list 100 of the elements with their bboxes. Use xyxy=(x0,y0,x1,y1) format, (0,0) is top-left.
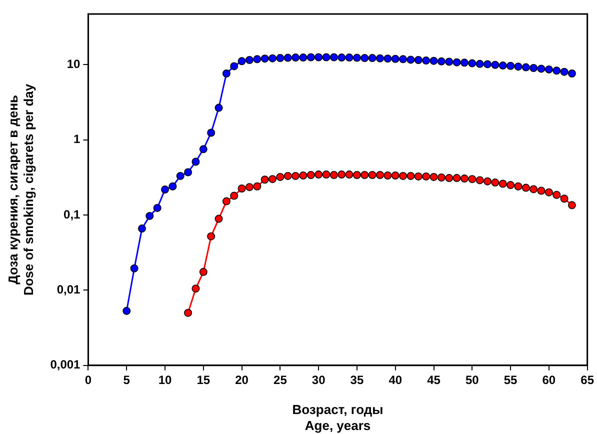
point xyxy=(184,308,192,317)
point xyxy=(506,181,515,190)
point xyxy=(484,177,492,186)
point xyxy=(199,268,208,276)
point xyxy=(138,224,146,233)
point xyxy=(522,184,530,192)
point xyxy=(376,54,384,62)
point xyxy=(498,62,507,70)
point xyxy=(238,57,246,66)
point xyxy=(384,171,392,180)
point xyxy=(314,170,323,179)
point xyxy=(391,171,400,180)
point xyxy=(238,184,246,192)
point xyxy=(399,172,408,180)
point xyxy=(284,172,292,180)
point xyxy=(391,54,400,63)
point xyxy=(260,54,269,63)
point xyxy=(168,182,177,190)
point xyxy=(214,214,223,223)
point xyxy=(368,171,376,179)
point xyxy=(292,172,300,180)
point xyxy=(253,182,262,190)
y-axis-title: Доза курения, сигарет в день Dose of smoking, cigarets per day xyxy=(5,83,36,296)
point xyxy=(514,182,522,190)
x-tick-label: 45 xyxy=(427,372,441,387)
point xyxy=(484,60,492,68)
y-tick-label: 1 xyxy=(74,132,81,146)
point xyxy=(322,170,330,179)
x-tick-label: 40 xyxy=(388,372,402,387)
point xyxy=(345,170,354,179)
point xyxy=(445,58,454,66)
point xyxy=(491,178,500,187)
point xyxy=(430,56,438,65)
point xyxy=(130,264,138,272)
point xyxy=(306,53,315,62)
point xyxy=(345,54,354,62)
point xyxy=(245,183,254,192)
point xyxy=(514,62,522,71)
point xyxy=(330,171,338,179)
point xyxy=(284,54,292,62)
point xyxy=(338,170,346,179)
point xyxy=(537,186,546,195)
point xyxy=(430,172,438,181)
point xyxy=(245,56,254,64)
point xyxy=(276,54,284,62)
point xyxy=(352,171,361,179)
point xyxy=(192,284,200,293)
point xyxy=(437,57,446,66)
point xyxy=(476,60,484,68)
point xyxy=(568,201,576,210)
x-tick-label: 0 xyxy=(84,372,92,387)
point xyxy=(552,190,561,199)
x-tick-label: 25 xyxy=(274,372,288,387)
point xyxy=(452,58,461,66)
y-tick-label: 0,1 xyxy=(64,207,81,222)
point xyxy=(437,173,446,182)
x-tick-label: 20 xyxy=(235,372,249,387)
point xyxy=(468,175,476,184)
point xyxy=(468,59,476,68)
point xyxy=(153,204,162,212)
x-tick-label: 60 xyxy=(542,372,556,387)
x-tick-label: 15 xyxy=(196,372,210,387)
point xyxy=(530,64,538,72)
point xyxy=(161,186,170,194)
point xyxy=(253,55,262,64)
point xyxy=(476,176,484,184)
point xyxy=(552,66,561,75)
point xyxy=(330,53,338,62)
point xyxy=(544,188,553,196)
x-tick-label: 35 xyxy=(350,372,364,387)
point xyxy=(384,54,392,63)
x-tick-label: 50 xyxy=(465,372,480,387)
point xyxy=(199,145,208,154)
x-tick-label: 65 xyxy=(580,372,594,387)
point xyxy=(192,158,200,166)
point xyxy=(422,56,430,65)
point xyxy=(322,53,330,62)
x-tick-label: 30 xyxy=(312,372,326,387)
point xyxy=(498,180,507,188)
y-tick-label: 0,01 xyxy=(56,282,81,296)
y-tick-label: 0,001 xyxy=(50,358,81,372)
y-tick-label: 10 xyxy=(66,56,81,71)
point xyxy=(207,232,216,240)
x-tick-label: 10 xyxy=(158,372,172,387)
point xyxy=(292,54,300,62)
point xyxy=(406,56,415,64)
point xyxy=(260,176,269,184)
point xyxy=(314,53,323,62)
point xyxy=(299,171,308,180)
point xyxy=(368,54,376,62)
point xyxy=(491,60,500,69)
point xyxy=(352,54,361,62)
point xyxy=(422,172,430,180)
point xyxy=(406,172,415,180)
point xyxy=(146,212,154,220)
point xyxy=(207,128,216,137)
point xyxy=(544,65,553,74)
point xyxy=(506,62,515,70)
point xyxy=(230,62,238,70)
point xyxy=(360,171,369,179)
